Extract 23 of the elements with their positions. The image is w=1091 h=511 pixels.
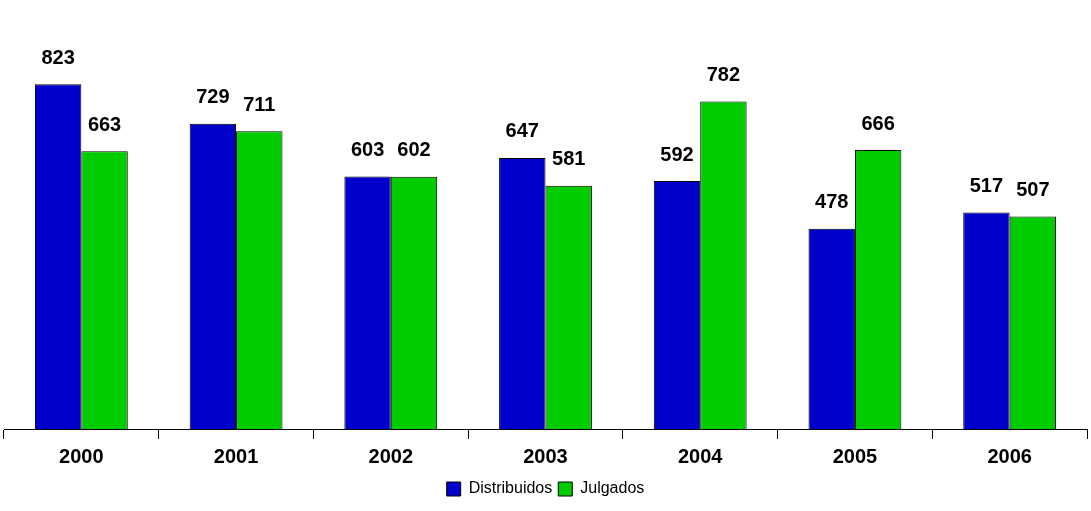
data-label: 602 [397,138,431,161]
x-tick-label: 2003 [523,444,568,467]
data-label: 729 [196,85,230,108]
data-label: 663 [87,112,122,135]
data-label: 711 [243,92,276,115]
x-tick-label: 2006 [987,444,1032,467]
data-label: 603 [350,137,385,160]
x-tick-label: 2001 [213,444,259,467]
data-label: 478 [815,190,849,213]
legend-label: Distribuidos [468,479,553,497]
data-label: 782 [706,62,741,85]
x-tick-label: 2004 [677,444,724,467]
legend-label: Julgados [580,479,645,497]
x-tick-label: 2000 [59,444,104,467]
data-label: 647 [505,119,539,142]
data-label: 507 [1016,178,1050,201]
data-label: 823 [41,45,75,68]
data-label: 666 [861,111,895,134]
data-label: 581 [552,147,586,170]
data-label: 592 [660,142,694,165]
x-tick-label: 2005 [832,444,878,467]
x-tick-label: 2002 [368,444,414,467]
data-label: 517 [969,173,1004,196]
